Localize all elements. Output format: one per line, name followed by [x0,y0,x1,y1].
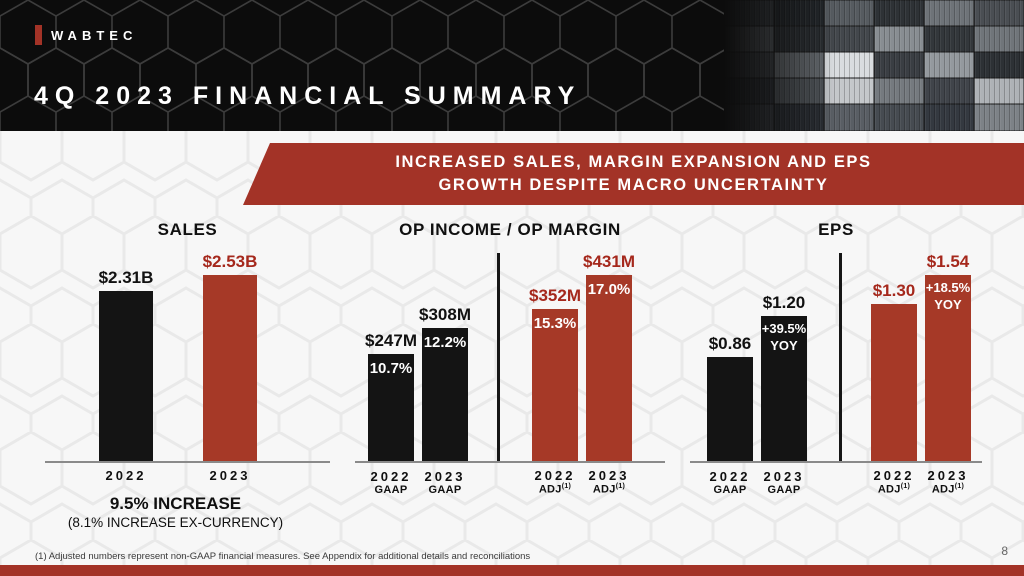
banner-line-1: INCREASED SALES, MARGIN EXPANSION AND EP… [395,153,872,171]
header: WABTEC 4Q 2023 FINANCIAL SUMMARY [0,0,1024,132]
bar-inside-label: YOY [934,296,962,312]
x-axis-sublabel: ADJ(1) [931,483,965,496]
headline-banner: INCREASED SALES, MARGIN EXPANSION AND EP… [243,143,1024,205]
x-axis-year: 2023 [588,468,630,483]
chart-plot-area: $247M 10.7% $308M 12.2% $352M 15.3% $431M 17.0% [355,246,665,463]
chart-group-divider [839,253,842,461]
x-axis-sublabel: ADJ(1) [592,483,626,496]
bar-column: $1.30 [871,281,917,461]
x-axis-sublabel: GAAP [713,483,747,496]
chart-x-axis: 2022 GAAP 2023 GAAP 2022 ADJ(1) 2023 ADJ(1) [355,468,665,496]
bar: 10.7% [368,354,414,461]
bar [203,275,257,461]
x-axis-label: 2022 [99,468,153,483]
x-axis-year: 2022 [709,468,751,484]
banner-line-2: GROWTH DESPITE MACRO UNCERTAINTY [438,176,829,194]
chart-title: SALES [157,220,218,239]
bar [99,291,153,461]
bar-column: $2.31B [99,268,153,461]
x-axis-label: 2023 [203,468,257,483]
bar-column: $308M 12.2% [419,305,471,461]
x-axis-year: 2022 [370,468,412,484]
x-axis-sublabel: GAAP [767,483,801,496]
bar-column: $352M 15.3% [529,286,581,461]
bar: 15.3% [532,309,578,461]
x-axis-sublabel: ADJ(1) [877,483,911,496]
x-axis-label: 2023 ADJ(1) [925,468,971,496]
page-number: 8 [1001,544,1008,558]
bar-value-label: $2.31B [98,268,154,287]
chart-plot-area: $2.31B $2.53B [45,246,330,463]
bar-column: $431M 17.0% [583,252,635,461]
bar-inside-label: YOY [770,337,798,353]
bar-column: $1.54 +18.5% YOY [925,252,971,461]
x-axis-sublabel: GAAP [428,483,462,496]
bar-inside-label: 15.3% [533,315,577,332]
x-axis-year: 2023 [209,468,251,483]
bar-value-label: $2.53B [202,252,258,271]
bar-inside-label: +39.5% [761,321,807,336]
footnote: (1) Adjusted numbers represent non-GAAP … [35,551,531,562]
bar: 17.0% [586,275,632,461]
wabtec-logo-text: WABTEC [51,27,138,43]
x-axis-label: 2023 GAAP [422,468,468,496]
bar-value-label: $247M [365,331,417,350]
page-title: 4Q 2023 FINANCIAL SUMMARY [34,82,582,110]
x-axis-year: 2022 [534,468,576,483]
wabtec-logo-mark [35,25,42,45]
x-axis-year: 2023 [424,468,466,484]
sales-increase-note: 9.5% INCREASE (8.1% INCREASE EX-CURRENCY… [33,494,318,530]
sales-increase-main: 9.5% INCREASE [109,494,242,513]
chart-group-divider [497,253,500,461]
bar [871,304,917,461]
bar-value-label: $1.54 [926,252,970,271]
sales-chart: SALES $2.31B $2.53B 2022 2023 9.5% INCREAS… [45,220,330,530]
x-axis-label: 2022 GAAP [707,468,753,496]
bar-column: $247M 10.7% [365,331,417,461]
bar-column: $2.53B [203,252,257,461]
bar-inside-label: 10.7% [369,360,413,377]
x-axis-sublabel: ADJ(1) [538,483,572,496]
x-axis-year: 2023 [927,468,969,483]
bottom-red-bar [0,565,1024,576]
photo-left-fade [724,0,834,131]
bar-value-label: $308M [419,305,471,324]
x-axis-sublabel: GAAP [374,483,408,496]
x-axis-year: 2022 [105,468,147,483]
sales-increase-sub: (8.1% INCREASE EX-CURRENCY) [67,515,284,530]
bar-column: $1.20 +39.5% YOY [761,293,807,461]
wabtec-logo: WABTEC [35,25,137,45]
x-axis-label: 2023 GAAP [761,468,807,496]
bar: +39.5% YOY [761,316,807,461]
bar-column: $0.86 [707,334,753,461]
x-axis-label: 2022 ADJ(1) [532,468,578,496]
bar [707,357,753,461]
bar: +18.5% YOY [925,275,971,461]
bar-inside-label: 17.0% [587,281,631,298]
shipping-containers-photo [723,0,1024,132]
bar-inside-label: +18.5% [925,280,971,295]
bar-value-label: $1.20 [762,293,806,312]
bar-value-label: $352M [529,286,581,305]
chart-x-axis: 2022 GAAP 2023 GAAP 2022 ADJ(1) 2023 ADJ(1) [690,468,982,496]
bar-value-label: $1.30 [872,281,916,300]
chart-plot-area: $0.86 $1.20 +39.5% YOY $1.30 $1.54 +18.5% YOY [690,246,982,463]
chart-x-axis: 2022 2023 [45,468,330,483]
x-axis-label: 2022 ADJ(1) [871,468,917,496]
chart-title: OP INCOME / OP MARGIN [399,220,621,239]
bar-inside-label: 12.2% [423,334,467,351]
op-income-chart: OP INCOME / OP MARGIN $247M 10.7% $308M 12.… [355,220,665,496]
x-axis-year: 2022 [873,468,915,483]
bar: 12.2% [422,328,468,461]
x-axis-label: 2023 ADJ(1) [586,468,632,496]
bar-value-label: $0.86 [708,334,752,353]
x-axis-year: 2023 [763,468,805,484]
x-axis-label: 2022 GAAP [368,468,414,496]
bar-value-label: $431M [583,252,635,271]
eps-chart: EPS $0.86 $1.20 +39.5% YOY $1.30 $1.54 +18.5% Y… [690,220,982,496]
chart-title: EPS [818,220,854,239]
